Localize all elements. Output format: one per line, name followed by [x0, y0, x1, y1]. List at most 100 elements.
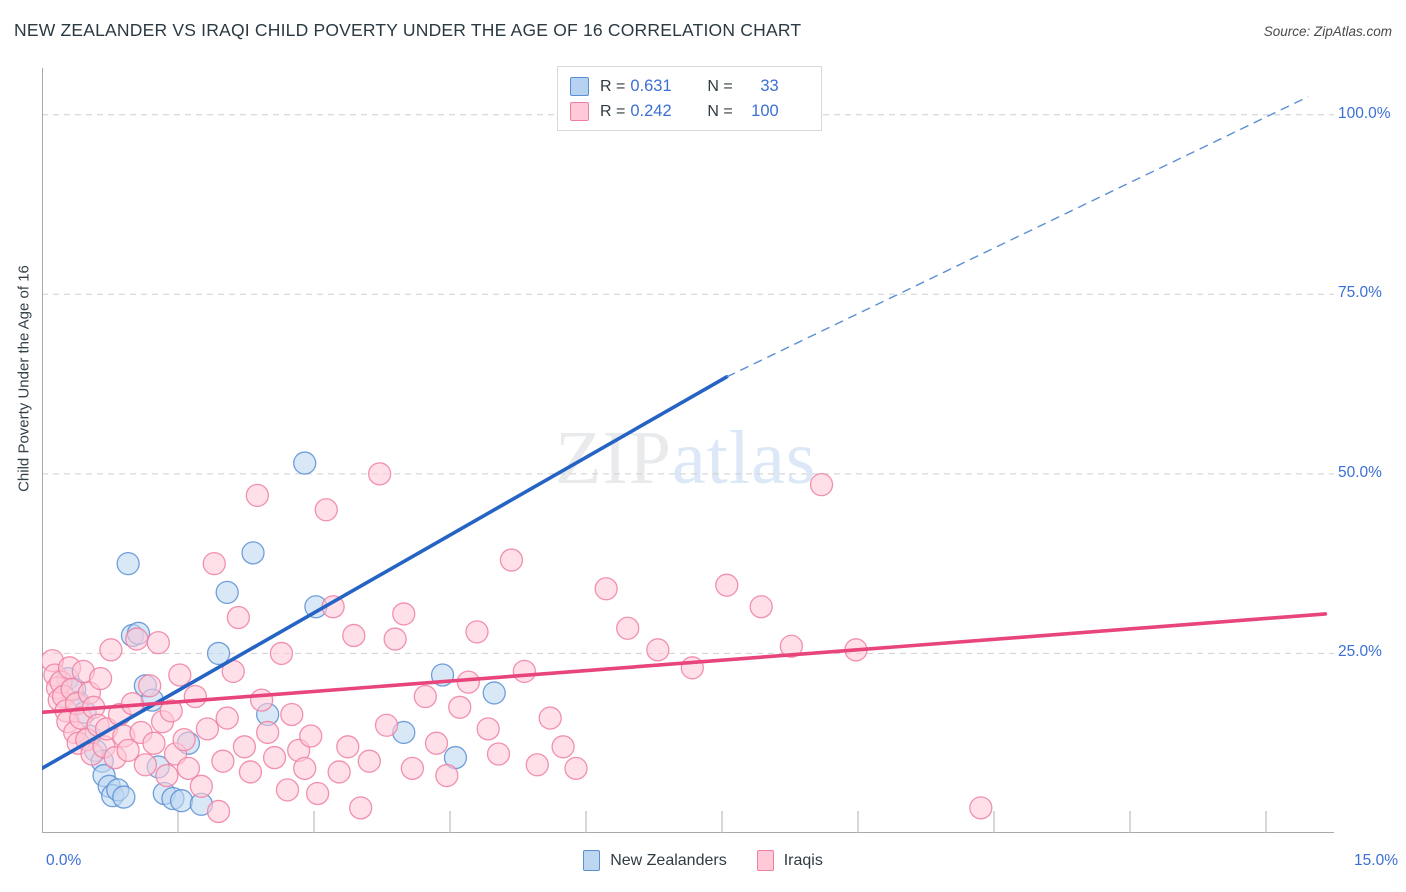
legend-label-iraqis: Iraqis	[783, 851, 823, 869]
data-point	[435, 763, 459, 788]
data-point	[482, 681, 506, 705]
data-point	[809, 472, 834, 497]
scatter-plot-svg	[42, 68, 1334, 833]
data-point	[367, 462, 392, 486]
data-point	[327, 760, 351, 784]
legend-item-new-zealanders[interactable]: New Zealanders	[583, 850, 727, 871]
data-point	[305, 781, 330, 806]
data-point	[424, 731, 449, 755]
data-point	[176, 756, 201, 780]
data-point	[256, 720, 280, 745]
data-point	[125, 627, 149, 651]
r-label: R =	[600, 77, 626, 95]
n-label: N =	[707, 77, 733, 95]
data-point	[168, 663, 192, 687]
data-point	[969, 796, 993, 820]
data-point	[779, 634, 804, 658]
data-point	[512, 659, 537, 684]
n-value: 33	[760, 77, 779, 95]
data-point	[448, 695, 472, 719]
data-point	[238, 760, 263, 784]
data-point	[476, 717, 500, 741]
y-axis-tick-label: 75.0%	[1338, 284, 1382, 302]
data-point	[112, 785, 136, 809]
data-point	[142, 731, 166, 755]
data-point	[499, 548, 524, 572]
data-point	[293, 756, 317, 780]
data-point	[374, 713, 399, 737]
page-title: NEW ZEALANDER VS IRAQI CHILD POVERTY UND…	[14, 20, 802, 40]
stats-row-iraqis: R = 0.242 N = 100	[570, 99, 809, 124]
legend-swatch-iraqis	[756, 850, 774, 871]
chart-legend: New Zealanders Iraqis	[0, 850, 1406, 871]
trend-line-extension-new-zealanders	[726, 96, 1309, 378]
data-point	[195, 717, 220, 741]
trend-line-iraqis	[42, 612, 1328, 715]
data-point	[202, 551, 226, 576]
data-point	[249, 688, 274, 712]
data-point	[616, 616, 640, 640]
n-label: N =	[707, 102, 733, 120]
data-point	[155, 763, 179, 788]
x-axis-max-label: 15.0%	[1354, 852, 1398, 869]
data-point	[564, 756, 588, 780]
source-attribution: Source: ZipAtlas.com	[1263, 24, 1392, 39]
data-point	[116, 738, 140, 763]
r-value: 0.242	[630, 102, 672, 120]
data-point	[206, 799, 231, 824]
data-point	[392, 602, 416, 626]
data-point	[342, 623, 366, 648]
data-point	[280, 702, 304, 727]
data-point	[357, 749, 381, 773]
data-point	[486, 742, 511, 766]
data-point	[241, 541, 265, 565]
x-axis-min-label: 0.0%	[46, 852, 82, 869]
data-point	[226, 605, 251, 630]
y-axis-title: Child Poverty Under the Age of 16	[15, 265, 33, 492]
data-point	[99, 638, 123, 662]
data-point	[206, 641, 231, 666]
data-point	[159, 699, 183, 723]
n-value: 100	[751, 102, 779, 120]
data-point	[172, 727, 196, 752]
data-point	[525, 753, 549, 777]
data-point	[169, 789, 194, 813]
y-axis-tick-label: 25.0%	[1338, 643, 1382, 661]
y-axis-tick-label: 50.0%	[1338, 463, 1382, 481]
data-point	[715, 573, 739, 597]
data-point	[383, 627, 407, 651]
data-point	[336, 735, 360, 759]
stats-swatch-blue	[570, 77, 589, 96]
r-value: 0.631	[630, 77, 672, 95]
legend-label-new-zealanders: New Zealanders	[610, 851, 727, 869]
data-point	[262, 745, 287, 770]
trend-line-new-zealanders	[42, 375, 729, 771]
data-point	[189, 774, 214, 798]
data-point	[116, 551, 140, 576]
data-point	[293, 451, 317, 475]
legend-item-iraqis[interactable]: Iraqis	[756, 850, 823, 871]
correlation-stats-box: R = 0.631 N = 33 R = 0.242 N = 100	[557, 66, 822, 131]
data-point	[400, 756, 425, 780]
data-point	[646, 638, 670, 662]
stats-row-new-zealanders: R = 0.631 N = 33	[570, 74, 809, 99]
series-points-iraqis	[42, 462, 993, 824]
data-point	[465, 620, 489, 644]
data-point	[215, 580, 239, 605]
legend-swatch-new-zealanders	[583, 850, 601, 871]
data-point	[245, 483, 269, 508]
data-point	[456, 670, 481, 694]
data-point	[232, 735, 257, 759]
stats-swatch-pink	[570, 102, 589, 121]
data-point	[146, 631, 170, 655]
data-point	[138, 674, 162, 698]
plot-area	[42, 68, 1334, 833]
data-point	[551, 735, 575, 759]
data-point	[299, 724, 323, 748]
data-point	[133, 753, 158, 777]
y-axis-tick-label: 100.0%	[1338, 104, 1391, 122]
data-point	[88, 666, 113, 691]
data-point	[275, 778, 300, 802]
data-point	[594, 577, 618, 601]
